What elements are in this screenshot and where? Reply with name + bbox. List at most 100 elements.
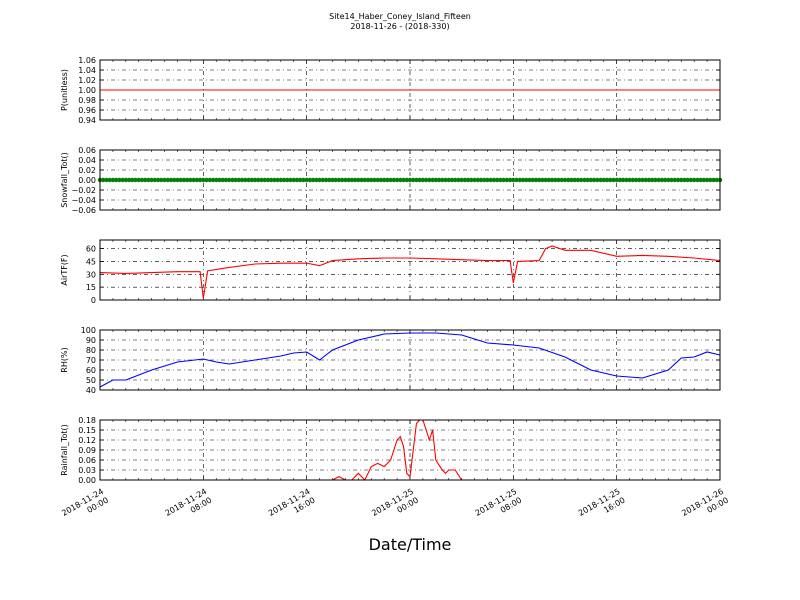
subplots: 0.940.960.981.001.021.041.06 P(unitless) −… [60,56,723,485]
y-axis-label: RH(%) [60,347,69,372]
y-axis-label: AirTF(F) [60,254,69,285]
subplot-3: 0 15 30 45 60 AirTF(F) [60,239,721,305]
series-marker [110,177,116,183]
y-tick-label: 30 [86,270,96,279]
y-tick-label: 0.06 [78,146,96,155]
series-marker [155,177,161,183]
series-marker [608,177,613,183]
series-marker [123,177,129,183]
series-marker [391,177,397,183]
series-marker [239,177,245,183]
series-marker [298,177,303,183]
series-marker [339,177,345,183]
series-marker [430,177,435,183]
y-tick-label: 0.96 [78,106,96,115]
series-marker [143,177,148,183]
y-tick-label: −0.04 [71,196,96,205]
series-marker [217,177,222,183]
series-marker [453,177,458,183]
series-marker [204,177,209,183]
y-tick-label: 70 [86,356,96,365]
series-marker [685,177,690,183]
series-marker [375,177,380,183]
series-marker [207,177,212,183]
series-marker [133,177,138,183]
series-marker [682,177,687,183]
series-marker [246,177,251,183]
series-marker [188,177,193,183]
series-marker [633,177,639,183]
series-marker [330,177,335,183]
series-marker [688,177,694,183]
series-marker [427,177,432,183]
series-marker [443,177,448,183]
series-marker [691,177,697,183]
y-tick-label: 0.94 [78,116,96,125]
series-marker [423,177,429,183]
series-marker [546,177,552,183]
series-marker [472,177,477,183]
series-marker [517,177,522,183]
y-tick-label: 60 [86,366,96,375]
series-marker [201,177,206,183]
y-axis-label: Snowfall_Tot() [60,152,69,208]
y-tick-label: 1.00 [78,86,96,95]
series-marker [278,177,284,183]
series-marker [478,177,484,183]
series-marker [630,177,636,183]
series-marker [624,177,629,183]
series-marker [252,177,258,183]
y-tick-label: 0.15 [78,426,96,435]
y-tick-label: 0.03 [78,466,96,475]
series-marker [507,177,513,183]
series-marker [230,177,235,183]
series-marker [656,177,661,183]
series-marker [543,177,548,183]
series-marker [553,177,558,183]
series-marker [556,177,561,183]
series-marker [372,177,377,183]
series-marker [653,177,658,183]
y-tick-label: 40 [86,386,96,395]
series-marker [679,177,684,183]
series-marker [530,177,535,183]
series-marker [172,177,177,183]
y-tick-label: 50 [86,376,96,385]
series-marker [540,177,545,183]
series-marker [401,177,406,183]
y-tick-label: 100 [81,326,96,335]
series-marker [288,177,293,183]
series-marker [136,177,141,183]
series-line [99,332,721,388]
series-marker [549,177,555,183]
series-marker [520,177,526,183]
series-marker [611,177,616,183]
plot-frame [99,149,721,211]
series-marker [411,177,416,183]
series-marker [494,177,500,183]
series-marker [265,177,271,183]
series-marker [314,177,319,183]
series-marker [159,177,164,183]
series-marker [407,177,413,183]
series-marker [485,177,490,183]
series-marker [126,177,132,183]
series-marker [162,177,167,183]
series-marker [214,177,219,183]
series-line [100,419,720,481]
series-marker [514,177,519,183]
series-marker [672,177,677,183]
series-marker [146,177,151,183]
series-marker [643,177,648,183]
series-marker [436,177,442,183]
series-marker [301,177,306,183]
series-marker [569,177,574,183]
series-marker [595,177,600,183]
series-marker [637,177,642,183]
series-marker [417,177,422,183]
series-marker [504,177,510,183]
plot-frame [99,329,721,391]
series-marker [582,177,587,183]
